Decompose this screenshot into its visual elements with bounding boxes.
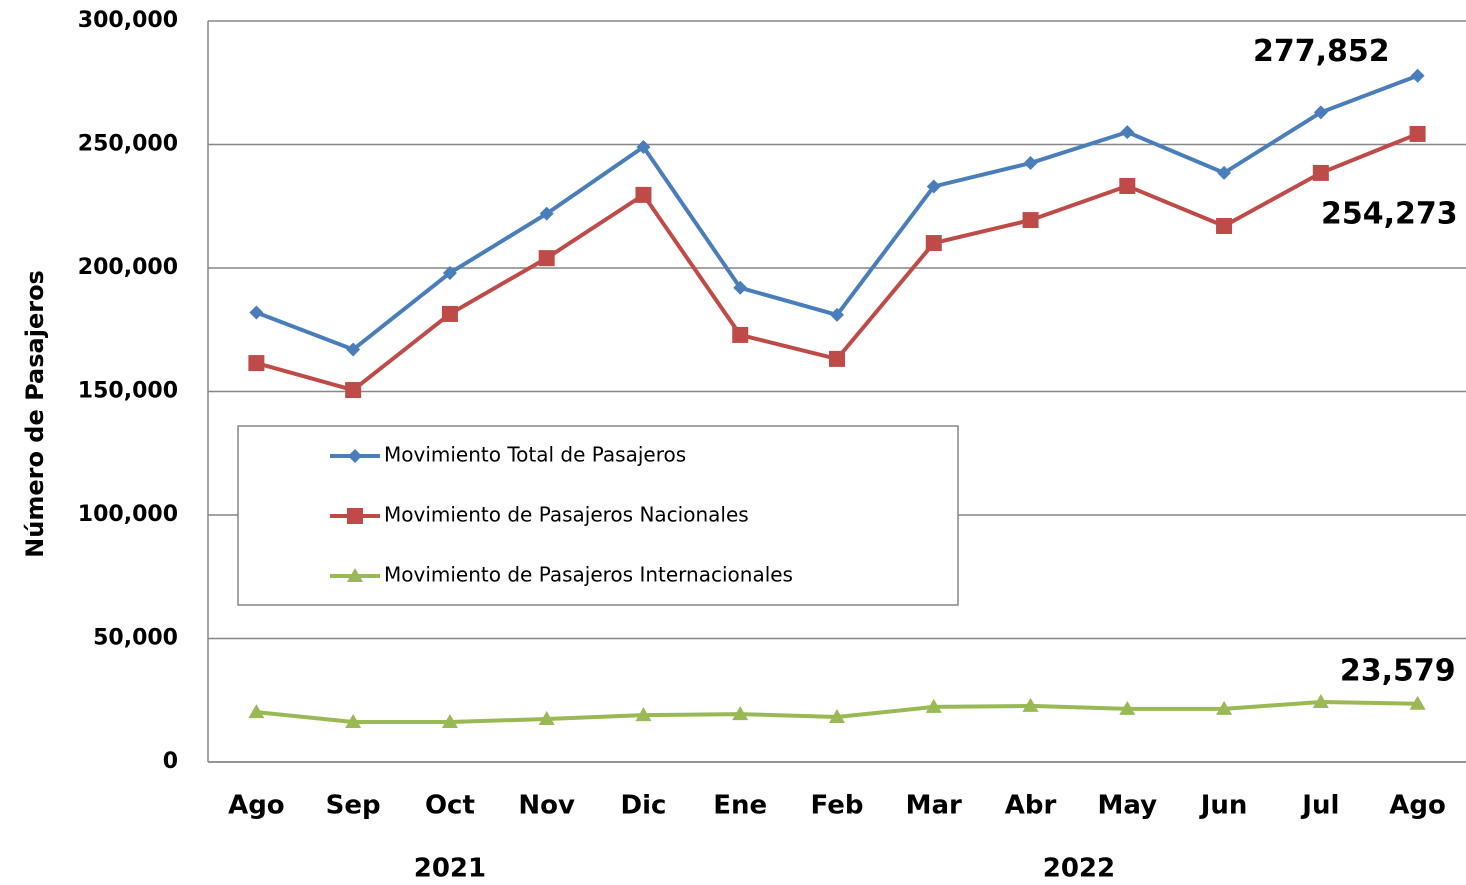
marker xyxy=(441,305,458,322)
marker xyxy=(1409,125,1426,142)
y-tick-label: 250,000 xyxy=(78,132,178,157)
x-tick-label: Nov xyxy=(518,791,575,821)
marker xyxy=(925,698,942,713)
x-tick-label: Ago xyxy=(1389,791,1446,821)
x-tick-label: Jul xyxy=(1300,791,1339,821)
y-tick-label: 100,000 xyxy=(78,502,178,527)
marker xyxy=(347,568,363,582)
marker xyxy=(1119,700,1136,715)
marker xyxy=(925,235,942,252)
marker xyxy=(1119,177,1136,194)
marker xyxy=(1216,700,1233,715)
marker xyxy=(248,704,265,719)
x-tick-label: Abr xyxy=(1005,791,1057,821)
y-tick-label: 300,000 xyxy=(78,8,178,33)
marker xyxy=(442,265,457,280)
marker xyxy=(348,449,362,463)
x-group-label: 2021 xyxy=(414,854,486,884)
marker xyxy=(1409,695,1426,710)
marker xyxy=(346,342,361,357)
y-tick-label: 0 xyxy=(163,749,178,774)
x-tick-label: May xyxy=(1098,791,1158,821)
marker xyxy=(1022,212,1039,229)
marker xyxy=(345,713,362,728)
y-tick-label: 150,000 xyxy=(78,379,178,404)
x-tick-label: Feb xyxy=(811,791,864,821)
marker xyxy=(345,382,362,399)
legend-label: Movimiento de Pasajeros Nacionales xyxy=(384,503,749,527)
x-tick-label: Ene xyxy=(713,791,767,821)
y-tick-label: 200,000 xyxy=(78,255,178,280)
marker xyxy=(829,350,845,367)
x-tick-label: Sep xyxy=(326,791,381,821)
legend-label: Movimiento de Pasajeros Internacionales xyxy=(384,563,793,587)
marker xyxy=(732,326,749,343)
data-label: 277,852 xyxy=(1253,34,1390,69)
marker xyxy=(636,139,651,154)
marker xyxy=(635,707,652,722)
x-tick-label: Oct xyxy=(425,791,475,821)
marker xyxy=(733,280,748,295)
marker xyxy=(1312,693,1329,708)
marker xyxy=(1312,164,1329,181)
marker xyxy=(249,305,264,320)
marker xyxy=(1410,68,1425,83)
marker xyxy=(441,713,458,728)
marker xyxy=(732,706,749,721)
marker xyxy=(347,508,363,524)
x-group-label: 2022 xyxy=(1043,854,1115,884)
marker xyxy=(538,250,555,267)
y-axis-label: Número de Pasajeros xyxy=(21,270,49,558)
marker xyxy=(248,355,265,372)
marker xyxy=(1313,105,1328,120)
marker xyxy=(635,186,652,203)
legend-label: Movimiento Total de Pasajeros xyxy=(384,443,686,467)
data-label: 254,273 xyxy=(1321,196,1458,231)
x-tick-label: Jun xyxy=(1199,791,1248,821)
marker xyxy=(539,206,554,221)
marker xyxy=(1216,218,1233,235)
marker xyxy=(1022,697,1039,712)
marker xyxy=(538,711,555,726)
marker xyxy=(1120,125,1135,140)
marker xyxy=(926,179,941,194)
marker xyxy=(1217,165,1232,180)
marker xyxy=(829,709,845,724)
marker xyxy=(1023,156,1038,171)
x-tick-label: Ago xyxy=(228,791,285,821)
x-tick-label: Mar xyxy=(906,791,962,821)
marker xyxy=(830,307,844,322)
data-label: 23,579 xyxy=(1340,653,1456,688)
x-tick-label: Dic xyxy=(621,791,667,821)
y-tick-label: 50,000 xyxy=(93,626,178,651)
